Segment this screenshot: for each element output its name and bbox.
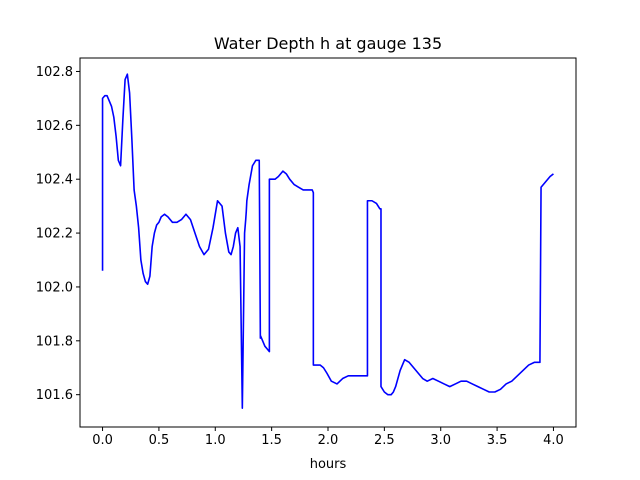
x-tick-label: 4.0	[543, 433, 564, 448]
x-axis-label: hours	[310, 457, 347, 472]
series-line-0	[101, 73, 554, 409]
plot-area	[101, 73, 554, 409]
axes-frame	[79, 57, 577, 428]
x-axis: 0.0 0.5 1.0 1.5 2.0 2.5 3.0 3.5 4.0	[92, 427, 564, 448]
y-tick-label: 102.2	[36, 227, 73, 242]
y-axis: 101.6 101.8 102.0 102.2 102.4 102.6 102.8	[36, 65, 80, 403]
y-tick-label: 102.4	[36, 173, 73, 188]
y-tick-label: 102.0	[36, 280, 73, 295]
x-tick-label: 0.0	[92, 433, 113, 448]
x-tick-label: 1.0	[205, 433, 226, 448]
y-tick-label: 102.8	[36, 65, 73, 80]
x-tick-label: 1.5	[261, 433, 282, 448]
y-tick-label: 101.6	[36, 388, 73, 403]
x-tick-label: 0.5	[149, 433, 170, 448]
x-tick-label: 3.0	[430, 433, 451, 448]
chart-title: Water Depth h at gauge 135	[214, 34, 442, 53]
x-tick-label: 2.0	[318, 433, 339, 448]
x-tick-label: 3.5	[487, 433, 508, 448]
y-tick-label: 101.8	[36, 334, 73, 349]
x-tick-label: 2.5	[374, 433, 395, 448]
y-tick-label: 102.6	[36, 119, 73, 134]
